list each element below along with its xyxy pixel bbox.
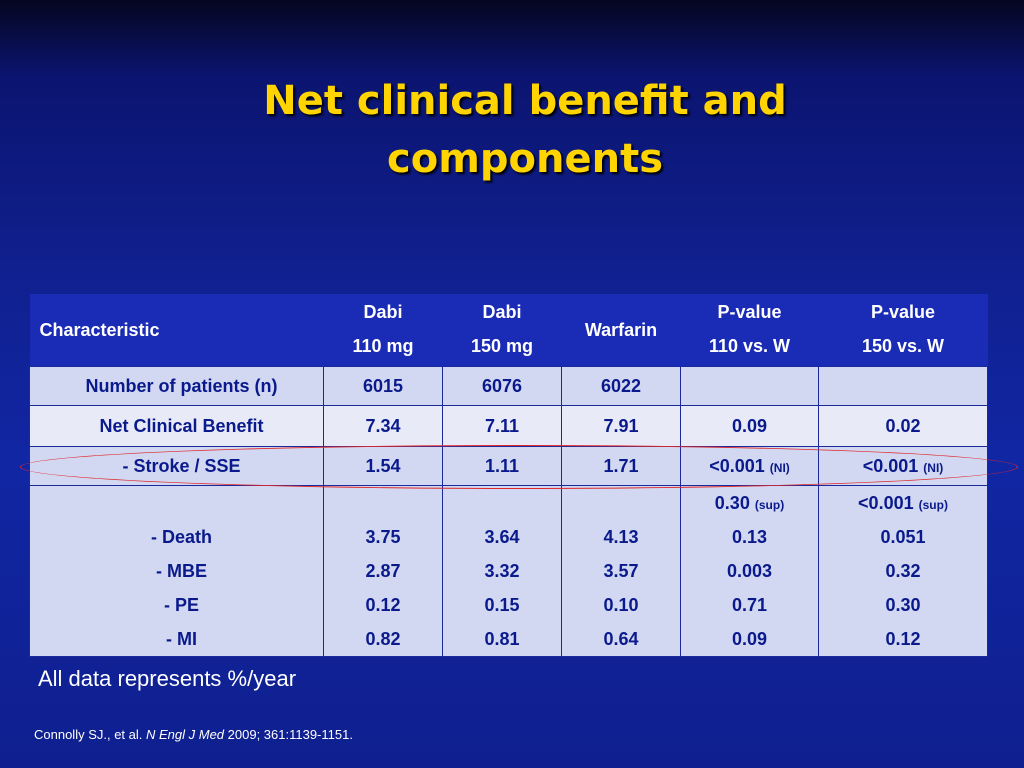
header-dabi-110-line-1: Dabi [363, 302, 403, 322]
cell-p-150: <0.001 (sup) 0.051 0.32 0.30 0.12 [818, 485, 988, 657]
footnote: All data represents %/year [38, 666, 297, 691]
row-label-pe: - PE [163, 595, 199, 615]
cell-warfarin: 4.13 3.57 0.10 0.64 [561, 485, 681, 657]
p-value: <0.001 [858, 493, 914, 513]
value-mbe: 3.32 [484, 561, 520, 581]
row-label-mbe: - MBE [156, 561, 207, 581]
value-stroke-sup: <0.001 (sup) [819, 486, 987, 520]
value-mbe: 2.87 [365, 561, 401, 581]
cell-dabi-150: 6076 [442, 366, 562, 406]
cell-dabi-150: 3.64 3.32 0.15 0.81 [442, 485, 562, 657]
value-pe: 0.30 [885, 595, 921, 615]
value-pe: 0.15 [484, 595, 520, 615]
value-mbe: 3.57 [603, 561, 639, 581]
cell-p-150: 0.02 [818, 405, 988, 447]
header-p-150-line-2: 150 vs. W [861, 336, 945, 356]
slide-title-line-1: Net clinical benefit and [263, 78, 787, 124]
header-p-150-line-1: P-value [870, 302, 936, 322]
table-row-patients: Number of patients (n) 6015 6076 6022 [29, 366, 988, 406]
header-dabi-150-line-2: 150 mg [470, 336, 534, 356]
slide-title-line-2: components [387, 136, 663, 182]
value-death: 3.75 [365, 527, 401, 547]
table-header-row: Characteristic Dabi 110 mg Dabi 150 mg W… [29, 294, 988, 367]
cell-p-110: 0.09 [680, 405, 819, 447]
header-warfarin: Warfarin [561, 294, 681, 367]
cell-warfarin: 6022 [561, 366, 681, 406]
header-p-150: P-value 150 vs. W [818, 294, 988, 367]
cell-p-110: 0.30 (sup) 0.13 0.003 0.71 0.09 [680, 485, 819, 657]
value-pe: 0.71 [731, 595, 768, 615]
header-dabi-110-line-2: 110 mg [352, 336, 414, 356]
row-label-mi: - MI [166, 629, 197, 649]
header-p-110-line-2: 110 vs. W [708, 336, 791, 356]
header-dabi-150: Dabi 150 mg [442, 294, 562, 367]
row-label: Number of patients (n) [29, 366, 324, 406]
table-row-components: - Death - MBE - PE - MI 3.75 2.87 0.12 0… [29, 485, 988, 657]
cell-dabi-110: 7.34 [323, 405, 443, 447]
value-pe: 0.12 [365, 595, 401, 615]
header-dabi-150-line-1: Dabi [482, 302, 522, 322]
slide-title: Net clinical benefit and components [0, 72, 1024, 188]
citation-details: 2009; 361:1139-1151. [224, 727, 353, 742]
value-death: 3.64 [484, 527, 520, 547]
value-mi: 0.64 [603, 629, 639, 649]
value-mbe: 0.003 [726, 561, 773, 581]
value-pe: 0.10 [603, 595, 639, 615]
header-p-110: P-value 110 vs. W [680, 294, 819, 367]
table-row-net-clinical-benefit: Net Clinical Benefit 7.34 7.11 7.91 0.09… [29, 405, 988, 447]
cell-dabi-110: 6015 [323, 366, 443, 406]
value-stroke-sup: 0.30 (sup) [681, 486, 818, 520]
header-dabi-110: Dabi 110 mg [323, 294, 443, 367]
p-value: 0.30 [714, 493, 750, 513]
value-mi: 0.82 [365, 629, 401, 649]
value-death: 4.13 [603, 527, 639, 547]
citation-journal: N Engl J Med [146, 727, 225, 742]
cell-dabi-150: 7.11 [442, 405, 562, 447]
p-value-note: (sup) [754, 498, 785, 512]
value-death: 0.13 [731, 527, 768, 547]
cell-p-150 [818, 366, 988, 406]
row-labels: - Death - MBE - PE - MI [29, 485, 324, 657]
value-mi: 0.09 [731, 629, 768, 649]
row-label-death: - Death [150, 527, 212, 547]
citation: Connolly SJ., et al. N Engl J Med 2009; … [34, 727, 353, 742]
citation-authors: Connolly SJ., et al. [34, 727, 146, 742]
value-mbe: 0.32 [885, 561, 921, 581]
cell-dabi-110: 3.75 2.87 0.12 0.82 [323, 485, 443, 657]
cell-p-110 [680, 366, 819, 406]
value-mi: 0.81 [484, 629, 520, 649]
cell-warfarin: 7.91 [561, 405, 681, 447]
value-mi: 0.12 [885, 629, 921, 649]
highlight-oval [20, 445, 1018, 489]
value-death: 0.051 [880, 527, 926, 547]
p-value-note: (sup) [918, 498, 948, 512]
row-label: Net Clinical Benefit [29, 405, 324, 447]
header-p-110-line-1: P-value [717, 302, 782, 322]
header-characteristic: Characteristic [29, 294, 324, 367]
